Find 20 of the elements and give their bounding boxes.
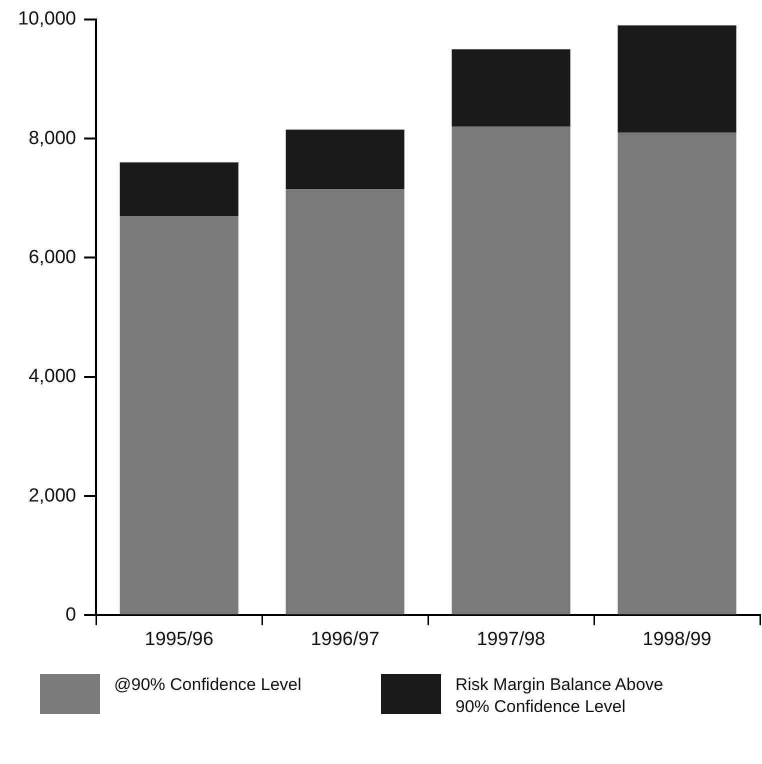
bar (618, 132, 736, 614)
bar (452, 126, 570, 614)
y-tick-label: 4,000 (28, 366, 76, 388)
y-tick-label: 10,000 (18, 8, 76, 30)
legend-label: Risk Margin Balance Above 90% Confidence Level (455, 674, 664, 718)
y-tick-label: 6,000 (28, 246, 76, 268)
x-tick-label: 1997/98 (476, 628, 546, 650)
x-tick-label: 1995/96 (144, 628, 214, 650)
x-tick-label: 1996/97 (310, 628, 380, 650)
bar (120, 162, 238, 216)
y-tick-label: 2,000 (28, 485, 76, 506)
x-tick-label: 1998/99 (642, 628, 712, 650)
bar (618, 25, 736, 133)
bar (286, 130, 404, 190)
y-tick-label: 8,000 (28, 128, 76, 149)
legend-label: @90% Confidence Level (114, 674, 302, 696)
y-tick-label: 0 (66, 604, 76, 626)
bar (452, 49, 570, 127)
bar (120, 216, 238, 614)
bar (286, 189, 404, 614)
